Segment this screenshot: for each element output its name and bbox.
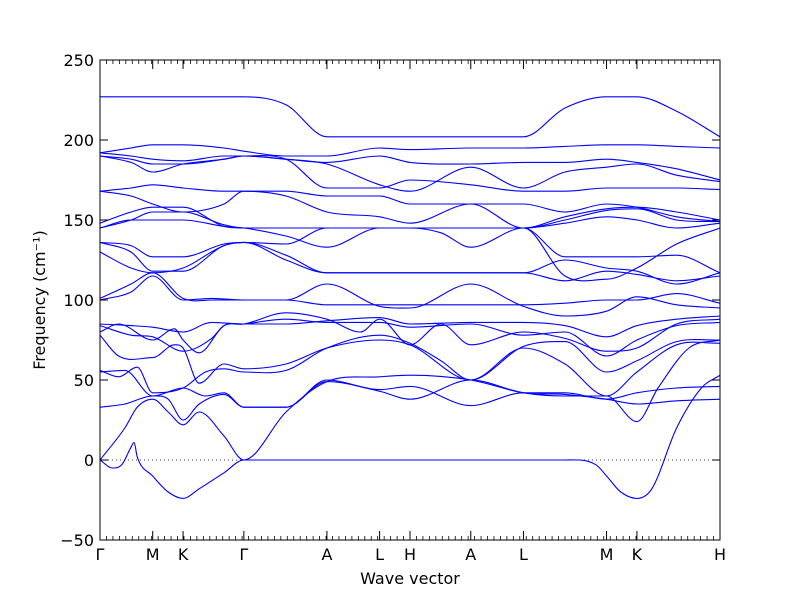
phonon-band-13 bbox=[100, 241, 720, 285]
x-tick-label: L bbox=[519, 545, 528, 564]
x-tick-label: Γ bbox=[239, 545, 248, 564]
phonon-band-24 bbox=[100, 96, 720, 138]
y-tick-label: 0 bbox=[84, 451, 94, 470]
phonon-band-7 bbox=[100, 318, 720, 357]
phonon-band-18 bbox=[100, 190, 720, 229]
x-tick-label: K bbox=[632, 545, 643, 564]
phonon-band-9 bbox=[100, 315, 720, 338]
phonon-band-10 bbox=[100, 275, 720, 317]
x-tick-label: H bbox=[404, 545, 416, 564]
plot-frame bbox=[99, 59, 721, 541]
x-tick-label: A bbox=[465, 545, 476, 564]
phonon-band-20 bbox=[100, 154, 720, 192]
x-tick-label: K bbox=[178, 545, 189, 564]
x-axis-title: Wave vector bbox=[360, 569, 460, 588]
phonon-band-22 bbox=[100, 152, 720, 181]
phonon-band-6 bbox=[100, 334, 720, 384]
y-axis-title: Frequency (cm⁻¹) bbox=[30, 230, 49, 369]
x-tick-label: M bbox=[146, 545, 160, 564]
y-tick-label: 150 bbox=[63, 211, 94, 230]
y-tick-label: −50 bbox=[60, 531, 94, 550]
phonon-band-21 bbox=[100, 155, 720, 192]
bands-layer bbox=[100, 96, 720, 499]
phonon-band-19 bbox=[100, 184, 720, 223]
y-tick-label: 100 bbox=[63, 291, 94, 310]
y-ticks-layer: −50 0 50 100 150 200 250 bbox=[60, 51, 720, 550]
phonon-band-17 bbox=[100, 206, 720, 229]
y-tick-label: 200 bbox=[63, 131, 94, 150]
phonon-band-5 bbox=[100, 334, 720, 397]
y-tick-label: 50 bbox=[74, 371, 94, 390]
phonon-band-1 bbox=[100, 374, 720, 499]
x-tick-label: L bbox=[375, 545, 384, 564]
phonon-band-11 bbox=[100, 272, 720, 306]
phonon-band-4 bbox=[100, 369, 720, 408]
phonon-band-8 bbox=[100, 312, 720, 352]
x-tick-label: H bbox=[714, 545, 726, 564]
phonon-band-23 bbox=[100, 144, 720, 157]
x-tick-label: A bbox=[321, 545, 332, 564]
x-tick-label: Γ bbox=[96, 545, 105, 564]
y-tick-label: 250 bbox=[63, 51, 94, 70]
x-tick-label: M bbox=[600, 545, 614, 564]
